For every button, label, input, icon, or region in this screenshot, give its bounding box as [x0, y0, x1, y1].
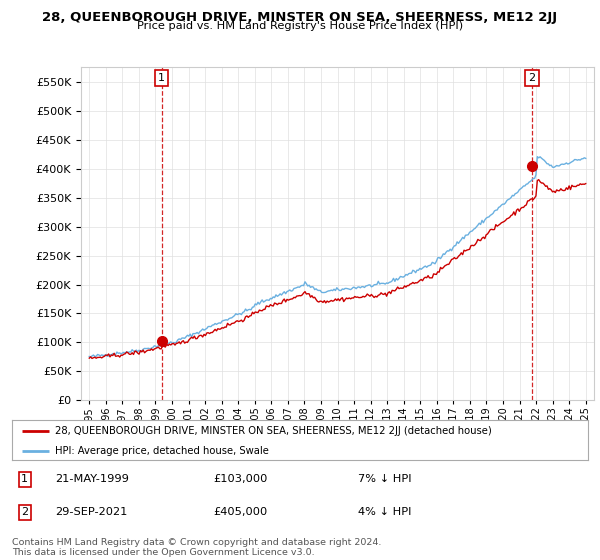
Text: £405,000: £405,000 [214, 507, 268, 517]
Text: Contains HM Land Registry data © Crown copyright and database right 2024.
This d: Contains HM Land Registry data © Crown c… [12, 538, 382, 557]
Text: 29-SEP-2021: 29-SEP-2021 [55, 507, 128, 517]
Text: 21-MAY-1999: 21-MAY-1999 [55, 474, 129, 484]
Text: HPI: Average price, detached house, Swale: HPI: Average price, detached house, Swal… [55, 446, 269, 456]
Text: 4% ↓ HPI: 4% ↓ HPI [358, 507, 411, 517]
Text: £103,000: £103,000 [214, 474, 268, 484]
Text: 2: 2 [529, 73, 536, 83]
Text: 1: 1 [21, 474, 28, 484]
Text: Price paid vs. HM Land Registry's House Price Index (HPI): Price paid vs. HM Land Registry's House … [137, 21, 463, 31]
Text: 28, QUEENBOROUGH DRIVE, MINSTER ON SEA, SHEERNESS, ME12 2JJ: 28, QUEENBOROUGH DRIVE, MINSTER ON SEA, … [43, 11, 557, 24]
Text: 2: 2 [21, 507, 28, 517]
Text: 7% ↓ HPI: 7% ↓ HPI [358, 474, 411, 484]
Text: 1: 1 [158, 73, 165, 83]
Text: 28, QUEENBOROUGH DRIVE, MINSTER ON SEA, SHEERNESS, ME12 2JJ (detached house): 28, QUEENBOROUGH DRIVE, MINSTER ON SEA, … [55, 426, 492, 436]
